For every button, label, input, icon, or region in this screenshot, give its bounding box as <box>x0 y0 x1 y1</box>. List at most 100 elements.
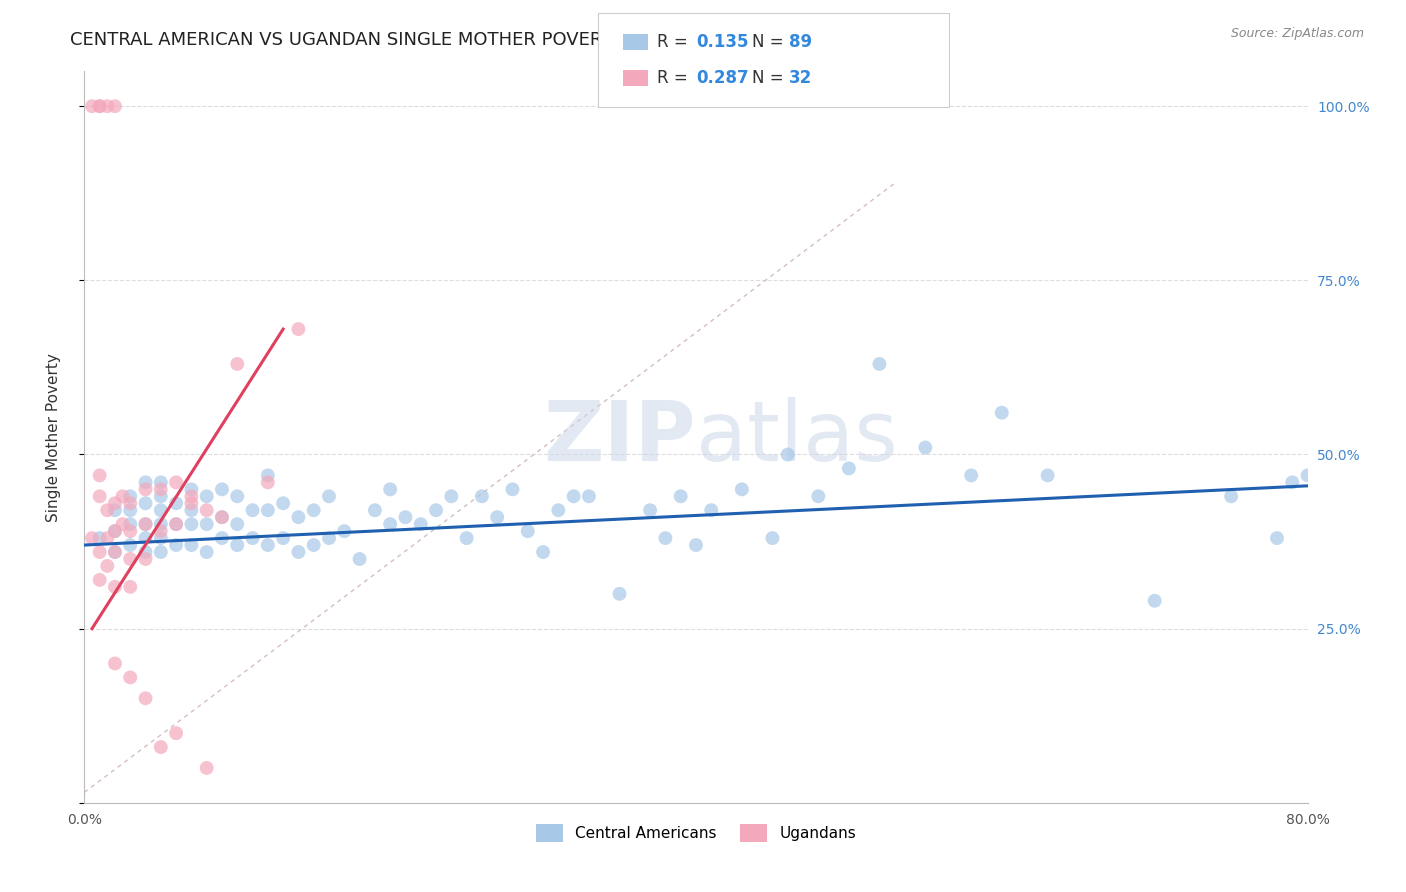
Point <box>700 503 723 517</box>
Point <box>149 483 172 497</box>
Point <box>180 489 202 503</box>
Point <box>1296 468 1319 483</box>
Point <box>609 587 631 601</box>
Point <box>149 489 172 503</box>
Text: 32: 32 <box>789 69 813 87</box>
Point <box>149 545 172 559</box>
Point <box>180 538 202 552</box>
Point <box>135 483 157 497</box>
Point <box>287 545 309 559</box>
Point <box>685 538 707 552</box>
Point <box>456 531 478 545</box>
Point <box>195 517 218 532</box>
Point <box>211 510 233 524</box>
Point <box>318 531 340 545</box>
Point <box>1220 489 1243 503</box>
Point <box>226 489 249 503</box>
Text: atlas: atlas <box>696 397 897 477</box>
Point <box>135 475 157 490</box>
Point <box>135 552 157 566</box>
Point <box>89 489 111 503</box>
Point <box>807 489 830 503</box>
Point <box>165 517 187 532</box>
Point <box>135 545 157 559</box>
Point <box>440 489 463 503</box>
Point <box>149 475 172 490</box>
Point <box>302 538 325 552</box>
Point <box>242 531 264 545</box>
Point <box>135 496 157 510</box>
Point <box>1281 475 1303 490</box>
Point <box>394 510 416 524</box>
Point <box>761 531 783 545</box>
Point <box>89 99 111 113</box>
Point <box>516 524 538 538</box>
Text: R =: R = <box>657 33 693 51</box>
Point <box>776 448 799 462</box>
Point <box>89 468 111 483</box>
Point <box>838 461 860 475</box>
Point <box>578 489 600 503</box>
Point <box>287 510 309 524</box>
Point <box>226 538 249 552</box>
Point <box>104 580 127 594</box>
Point <box>731 483 754 497</box>
Point <box>180 483 202 497</box>
Point <box>226 357 249 371</box>
Point <box>226 517 249 532</box>
Point <box>104 496 127 510</box>
Point <box>180 496 202 510</box>
Point <box>89 531 111 545</box>
Point <box>380 517 402 532</box>
Text: ZIP: ZIP <box>544 397 696 477</box>
Point <box>914 441 936 455</box>
Point <box>149 531 172 545</box>
Point <box>1036 468 1059 483</box>
Point <box>869 357 891 371</box>
Point <box>149 517 172 532</box>
Point <box>120 580 142 594</box>
Point <box>257 468 280 483</box>
Point <box>104 99 127 113</box>
Point <box>165 496 187 510</box>
Point <box>96 531 118 545</box>
Point <box>380 483 402 497</box>
Point <box>149 503 172 517</box>
Text: CENTRAL AMERICAN VS UGANDAN SINGLE MOTHER POVERTY CORRELATION CHART: CENTRAL AMERICAN VS UGANDAN SINGLE MOTHE… <box>70 31 824 49</box>
Point <box>165 726 187 740</box>
Point <box>195 489 218 503</box>
Point <box>135 517 157 532</box>
Point <box>1143 594 1166 608</box>
Point <box>333 524 356 538</box>
Point <box>302 503 325 517</box>
Point <box>318 489 340 503</box>
Point <box>364 503 387 517</box>
Point <box>111 517 134 532</box>
Point <box>165 517 187 532</box>
Point <box>257 538 280 552</box>
Point <box>960 468 983 483</box>
Point <box>89 99 111 113</box>
Text: 89: 89 <box>789 33 811 51</box>
Point <box>120 552 142 566</box>
Point <box>562 489 585 503</box>
Point <box>1265 531 1288 545</box>
Point <box>638 503 661 517</box>
Point <box>135 531 157 545</box>
Point <box>104 524 127 538</box>
Point <box>287 322 309 336</box>
Point <box>80 531 103 545</box>
Point <box>104 545 127 559</box>
Point <box>211 510 233 524</box>
Point <box>180 517 202 532</box>
Point <box>135 517 157 532</box>
Text: N =: N = <box>752 69 789 87</box>
Point <box>149 740 172 755</box>
Point <box>257 475 280 490</box>
Point <box>96 99 118 113</box>
Point <box>991 406 1014 420</box>
Point <box>257 503 280 517</box>
Y-axis label: Single Mother Poverty: Single Mother Poverty <box>46 352 60 522</box>
Point <box>165 475 187 490</box>
Point <box>195 761 218 775</box>
